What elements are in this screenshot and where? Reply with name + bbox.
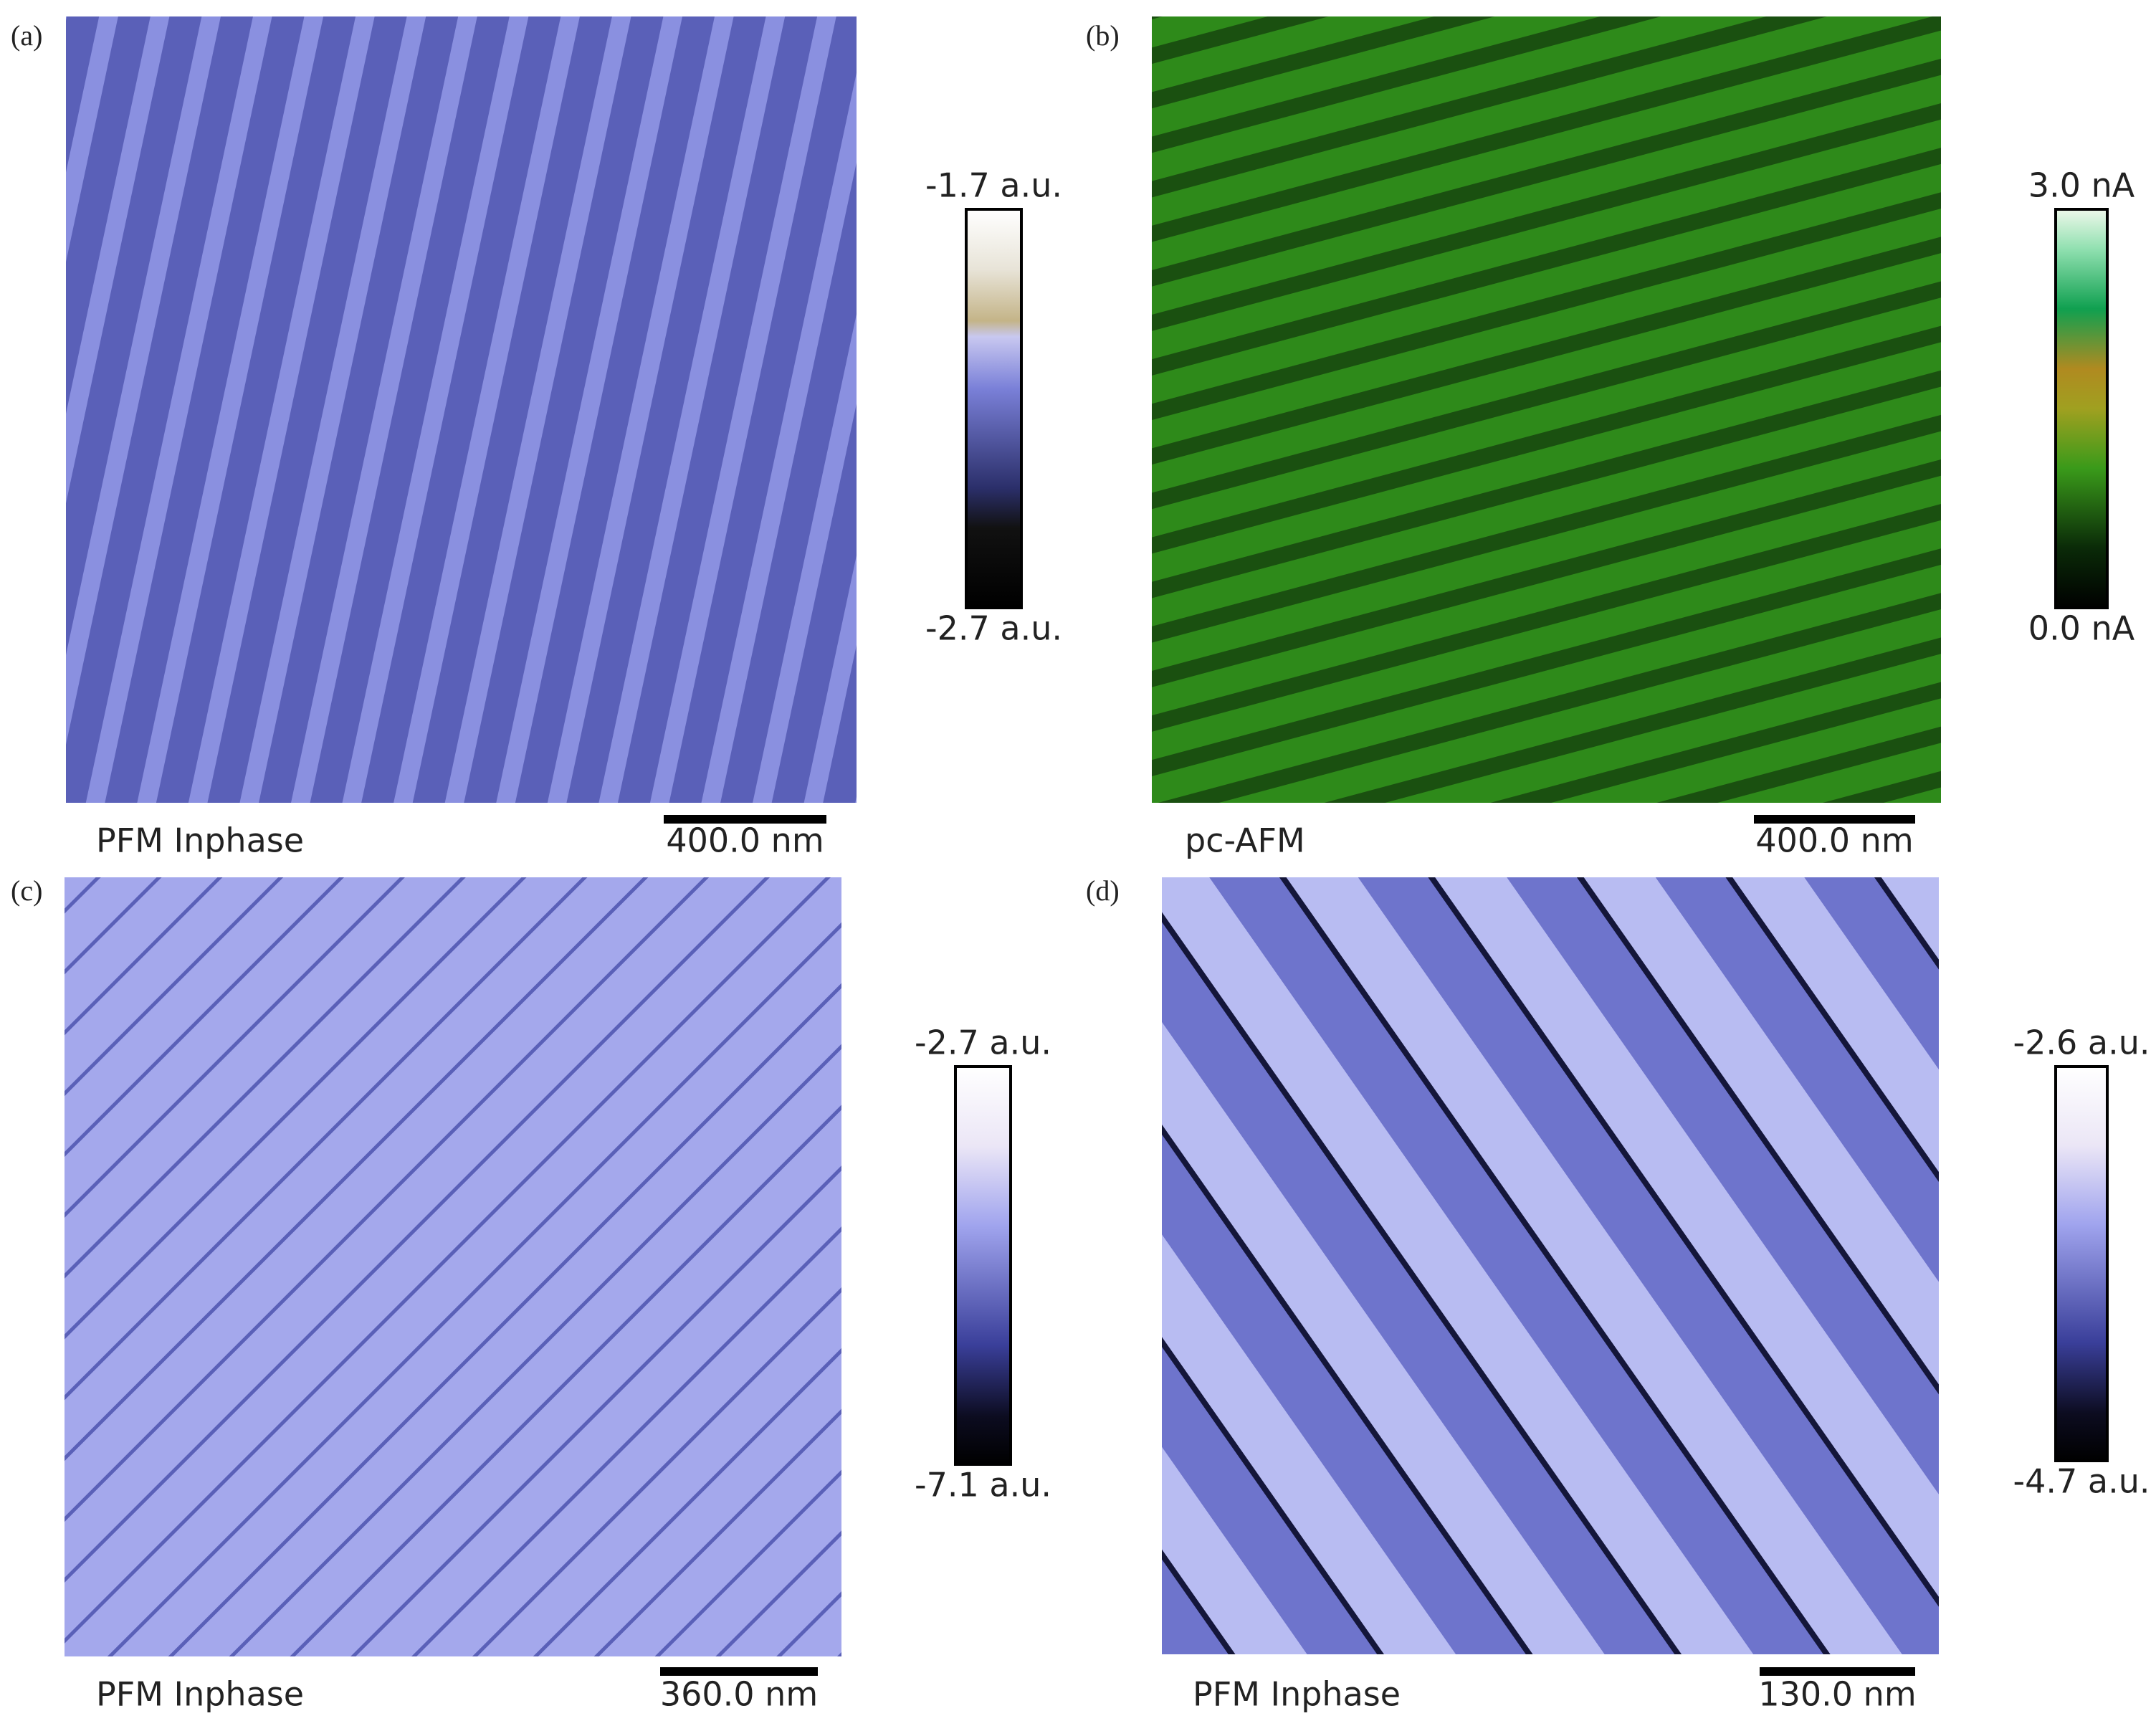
colorbar	[2054, 208, 2109, 609]
image-caption: PFM Inphase	[96, 1675, 304, 1714]
colorbar-max-label: 3.0 nA	[2028, 166, 2135, 205]
colorbar	[954, 1065, 1012, 1466]
afm-image	[1152, 16, 1941, 803]
panel-label: (a)	[11, 19, 42, 52]
afm-image	[66, 16, 857, 803]
image-caption: pc-AFM	[1185, 821, 1305, 860]
colorbar	[2054, 1065, 2109, 1462]
afm-image	[65, 877, 841, 1656]
panel-label: (c)	[11, 874, 42, 907]
scale-bar-label: 400.0 nm	[1755, 821, 1913, 860]
colorbar-max-label: -1.7 a.u.	[925, 166, 1062, 205]
image-caption: PFM Inphase	[96, 821, 304, 860]
scale-bar-label: 360.0 nm	[660, 1675, 818, 1714]
colorbar-min-label: -2.7 a.u.	[925, 609, 1062, 648]
colorbar-min-label: -7.1 a.u.	[915, 1466, 1051, 1505]
colorbar-min-label: -4.7 a.u.	[2013, 1462, 2150, 1501]
colorbar-max-label: -2.7 a.u.	[915, 1024, 1051, 1062]
colorbar	[965, 208, 1023, 609]
colorbar-max-label: -2.6 a.u.	[2013, 1024, 2150, 1062]
afm-image	[1162, 877, 1939, 1654]
scale-bar-label: 400.0 nm	[666, 821, 824, 860]
panel-label: (b)	[1086, 19, 1120, 52]
scale-bar-label: 130.0 nm	[1758, 1675, 1916, 1714]
image-caption: PFM Inphase	[1193, 1675, 1401, 1714]
colorbar-min-label: 0.0 nA	[2028, 609, 2135, 648]
panel-label: (d)	[1086, 874, 1120, 907]
